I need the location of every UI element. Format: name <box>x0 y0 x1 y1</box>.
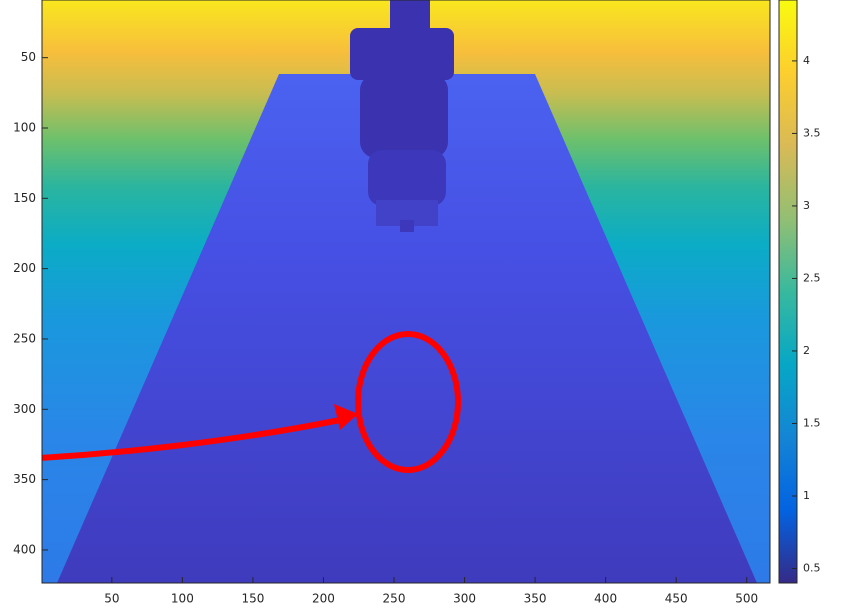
colorbar-tick-label: 3 <box>803 199 810 212</box>
x-tick-label: 100 <box>171 592 194 606</box>
x-tick-label: 150 <box>241 592 264 606</box>
x-tick-label: 450 <box>665 592 688 606</box>
y-tick-label: 350 <box>13 472 36 486</box>
colorbar-tick-label: 2.5 <box>803 271 821 284</box>
chart: 0.5 1 1.5 2 2.5 3 3.5 4 50 100 150 200 250 300 350 400… <box>0 0 843 610</box>
x-tick-label: 50 <box>104 592 119 606</box>
colorbar-tick-label: 1 <box>803 489 810 502</box>
colorbar-tick-label: 1.5 <box>803 416 821 429</box>
x-tick-label: 350 <box>524 592 547 606</box>
x-tick-label: 200 <box>312 592 335 606</box>
colorbar-tick-label: 0.5 <box>803 561 821 574</box>
x-tick-label: 400 <box>594 592 617 606</box>
x-tick-label: 300 <box>453 592 476 606</box>
colorbar-tick-label: 2 <box>803 344 810 357</box>
y-tick-label: 300 <box>13 402 36 416</box>
y-tick-label: 250 <box>13 331 36 345</box>
y-tick-label: 100 <box>13 120 36 134</box>
x-tick-label: 500 <box>735 592 758 606</box>
y-tick-label: 150 <box>13 191 36 205</box>
x-tick-label: 250 <box>383 592 406 606</box>
y-tick-label: 400 <box>13 542 36 556</box>
y-tick-label: 200 <box>13 261 36 275</box>
y-tick-label: 50 <box>21 50 36 64</box>
colorbar-tick-label: 4 <box>803 54 810 67</box>
depth-image <box>0 0 770 583</box>
colorbar: 0.5 1 1.5 2 2.5 3 3.5 4 <box>779 0 821 583</box>
colorbar-tick-label: 3.5 <box>803 126 821 139</box>
